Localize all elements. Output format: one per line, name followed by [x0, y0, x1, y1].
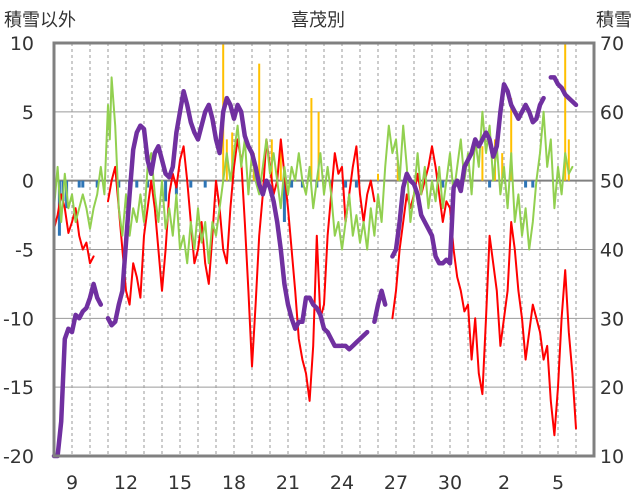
x-tick-label: 30 — [438, 472, 462, 494]
plot-frame — [52, 41, 596, 458]
x-tick-label: 18 — [222, 472, 246, 494]
y-left-tick-label: -15 — [3, 377, 34, 399]
series-line-snow — [51, 281, 104, 459]
snowfall-bar — [77, 180, 81, 188]
x-tick-label: 2 — [498, 472, 510, 494]
snowfall-bar — [81, 180, 85, 188]
precip-bar — [279, 146, 282, 181]
x-tick-label: 15 — [168, 472, 192, 494]
snowfall-bar — [189, 180, 193, 188]
x-tick-label: 5 — [552, 472, 564, 494]
precip-bar — [231, 132, 234, 181]
precip-bar — [564, 43, 567, 181]
series-line-snow — [390, 82, 546, 266]
snowfall-bar — [354, 180, 358, 188]
lines — [51, 75, 579, 459]
snowfall-bar — [95, 180, 99, 188]
y-left-tick-label: -10 — [3, 308, 34, 330]
snowfall-bar — [117, 180, 121, 188]
y-left-tick-label: 0 — [22, 171, 34, 193]
y-left-tick-label: 5 — [22, 102, 34, 124]
snowfall-bar — [282, 180, 286, 222]
y-left-tick-label: 10 — [10, 33, 34, 55]
precip-bar — [310, 98, 313, 181]
y-left-ticks: 10 5 0 -5 -10 -15 -20 — [3, 33, 34, 468]
precip-bar — [317, 111, 320, 181]
precip-bar — [377, 173, 379, 181]
x-tick-label: 24 — [330, 472, 354, 494]
y-right-tick-label: 50 — [600, 171, 624, 193]
y-left-tick-label: -20 — [3, 446, 34, 468]
y-right-tick-label: 70 — [600, 33, 624, 55]
y-left-tick-label: -5 — [15, 240, 34, 262]
right-axis-label: 積雪 — [596, 10, 632, 31]
y-right-tick-label: 40 — [600, 240, 624, 262]
series-line-snow — [548, 75, 579, 108]
series-line-green — [53, 76, 574, 265]
series-line-temp — [107, 138, 376, 402]
grid — [54, 43, 594, 456]
snowfall-bar — [203, 180, 207, 188]
snowfall-bar — [146, 180, 150, 188]
precip-bar — [501, 153, 504, 181]
snowfall-bar — [344, 180, 348, 188]
y-right-tick-label: 30 — [600, 308, 624, 330]
snowfall-bar — [135, 180, 139, 188]
left-axis-label: 積雪以外 — [4, 10, 76, 31]
y-right-tick-label: 10 — [600, 446, 624, 468]
snowfall-bar — [290, 180, 294, 188]
snowfall-bar — [488, 180, 492, 188]
y-right-ticks: 70 60 50 40 30 20 10 — [600, 33, 624, 468]
precip-bar — [258, 63, 261, 181]
x-tick-label: 21 — [276, 472, 300, 494]
snowfall-bar — [164, 180, 168, 202]
y-right-tick-label: 20 — [600, 377, 624, 399]
precip-bar — [510, 98, 513, 181]
precip-bar — [481, 146, 484, 181]
snowfall-bar — [524, 180, 528, 188]
x-tick-label: 27 — [384, 472, 408, 494]
chart-title: 喜茂別 — [291, 10, 345, 31]
series-line-snow — [372, 288, 388, 325]
precip-bar — [567, 139, 570, 181]
x-ticks: 9 12 15 18 21 24 27 30 2 5 — [66, 472, 564, 494]
snowfall-bar — [531, 180, 535, 188]
series-line-snow — [105, 88, 370, 352]
x-tick-label: 9 — [66, 472, 78, 494]
snowfall-bar — [441, 180, 445, 188]
y-right-tick-label: 60 — [600, 102, 624, 124]
x-tick-label: 12 — [114, 472, 138, 494]
